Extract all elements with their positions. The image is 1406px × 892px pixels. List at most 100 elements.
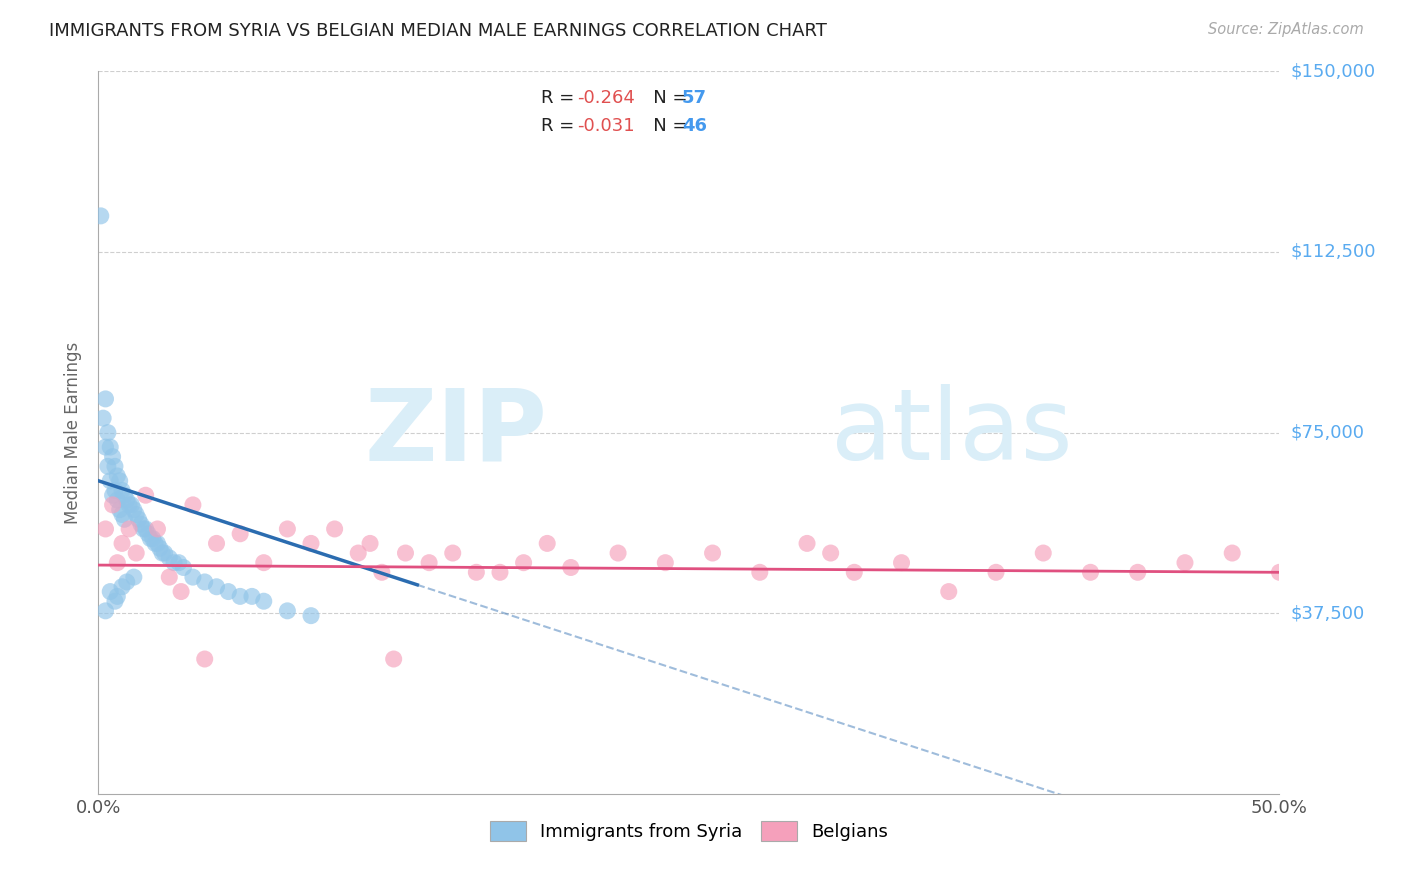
Point (91, 411, 114, 425)
Point (229, 526, 252, 541)
Point (104, 459, 127, 474)
Point (512, 556, 534, 570)
Text: $112,500: $112,500 (1291, 243, 1376, 261)
Point (101, 450, 124, 464)
Point (607, 546, 630, 560)
Text: -0.031: -0.031 (576, 117, 634, 135)
Point (170, 584, 193, 599)
Point (1268, 566, 1291, 580)
Point (108, 474, 131, 488)
Point (1080, 566, 1102, 580)
Text: ZIP: ZIP (364, 384, 547, 481)
Text: 46: 46 (682, 117, 707, 135)
Point (394, 546, 416, 560)
Point (844, 566, 866, 580)
Point (115, 574, 138, 589)
Text: 57: 57 (682, 89, 707, 107)
Text: -0.264: -0.264 (576, 89, 634, 107)
Point (143, 536, 166, 550)
Point (489, 566, 512, 580)
Point (465, 566, 488, 580)
Point (359, 536, 381, 550)
Point (172, 560, 194, 574)
Point (229, 590, 252, 604)
Text: Source: ZipAtlas.com: Source: ZipAtlas.com (1208, 22, 1364, 37)
Point (90, 209, 112, 223)
Point (167, 556, 190, 570)
Point (1126, 566, 1149, 580)
Point (276, 522, 298, 536)
Point (118, 522, 141, 536)
Point (128, 512, 150, 526)
Point (299, 536, 322, 550)
Point (111, 508, 134, 522)
Point (111, 580, 134, 594)
Point (253, 594, 276, 608)
Point (125, 546, 148, 560)
Point (441, 546, 464, 560)
Point (132, 522, 155, 536)
Text: R =: R = (541, 117, 581, 135)
Point (105, 469, 128, 483)
Point (118, 498, 141, 512)
Point (94, 604, 117, 618)
Point (347, 546, 370, 560)
Point (104, 594, 127, 608)
Point (98, 474, 121, 488)
Point (418, 556, 440, 570)
Point (125, 508, 148, 522)
Point (135, 522, 157, 536)
Point (702, 546, 724, 560)
Point (536, 536, 558, 550)
Point (253, 556, 276, 570)
Point (205, 536, 228, 550)
Text: $150,000: $150,000 (1291, 62, 1375, 80)
Point (129, 517, 152, 532)
Point (135, 488, 157, 502)
Point (938, 584, 960, 599)
Point (105, 556, 128, 570)
Point (654, 556, 676, 570)
Point (194, 574, 217, 589)
Y-axis label: Median Male Earnings: Median Male Earnings (65, 342, 83, 524)
Point (98, 440, 121, 454)
Point (1032, 546, 1054, 560)
Point (181, 570, 204, 584)
Point (115, 493, 138, 508)
Point (94, 392, 117, 406)
Text: atlas: atlas (831, 384, 1073, 481)
Point (1220, 546, 1243, 560)
Point (122, 570, 145, 584)
Text: N =: N = (636, 117, 693, 135)
Point (153, 546, 176, 560)
Point (146, 522, 169, 536)
Point (217, 584, 239, 599)
Point (97, 425, 120, 440)
Legend: Immigrants from Syria, Belgians: Immigrants from Syria, Belgians (481, 812, 897, 850)
Point (205, 580, 228, 594)
Point (890, 556, 912, 570)
Point (163, 556, 186, 570)
Point (323, 522, 346, 536)
Point (98, 584, 121, 599)
Point (146, 536, 169, 550)
Point (112, 512, 135, 526)
Point (136, 526, 159, 541)
Point (101, 498, 124, 512)
Point (150, 546, 173, 560)
Point (371, 566, 394, 580)
Point (820, 546, 842, 560)
Point (984, 566, 1007, 580)
Point (94, 440, 117, 454)
Text: $75,000: $75,000 (1291, 424, 1365, 442)
Text: $37,500: $37,500 (1291, 604, 1365, 623)
Point (1174, 556, 1197, 570)
Point (149, 541, 172, 556)
Point (108, 502, 131, 516)
Point (194, 652, 217, 666)
Text: R =: R = (541, 89, 581, 107)
Point (122, 502, 145, 516)
Point (112, 488, 135, 502)
Point (94, 522, 117, 536)
Text: N =: N = (636, 89, 693, 107)
